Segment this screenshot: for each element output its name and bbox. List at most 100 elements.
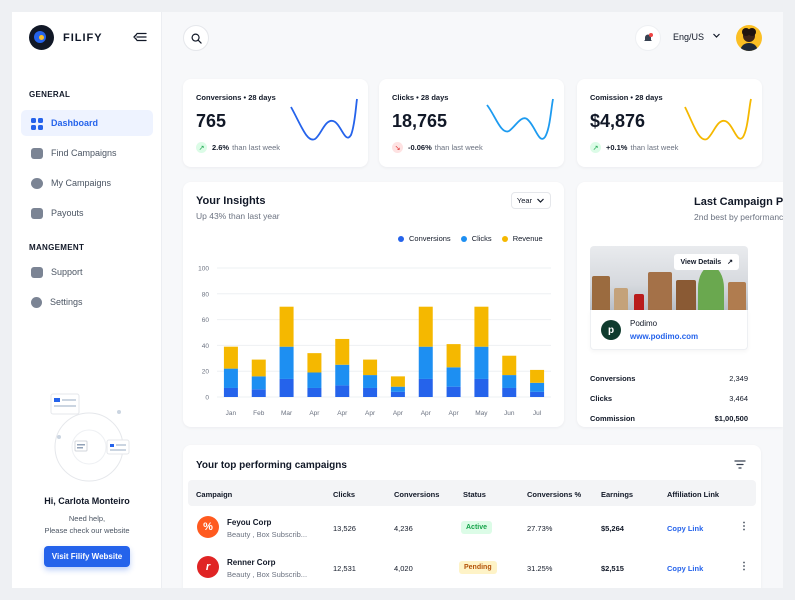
- chevron-down-icon: [537, 198, 545, 203]
- chevron-down-icon[interactable]: [712, 31, 721, 40]
- bar-segment-revenue[interactable]: [307, 353, 322, 373]
- column-header[interactable]: Campaign: [196, 490, 233, 499]
- top-campaigns-card: Your top performing campaigns Campaign C…: [183, 445, 761, 588]
- x-tick-label: Apr: [421, 410, 432, 417]
- sidebar-item-find-campaigns[interactable]: Find Campaigns: [21, 140, 153, 166]
- section-general-label: GENERAL: [29, 90, 71, 99]
- sidebar-item-label: Find Campaigns: [51, 148, 117, 158]
- last-campaign-subtitle: 2nd best by performance: [694, 212, 783, 222]
- bar-segment-revenue[interactable]: [502, 355, 517, 376]
- bar-segment-clicks[interactable]: [363, 375, 378, 388]
- column-header[interactable]: Clicks: [333, 490, 356, 499]
- sparkline: [290, 98, 358, 141]
- bar-segment-conversions[interactable]: [390, 391, 405, 397]
- bar-segment-conversions[interactable]: [223, 387, 238, 397]
- bar-segment-conversions[interactable]: [446, 386, 461, 397]
- section-management-label: MANGEMENT: [29, 243, 85, 252]
- y-tick-label: 20: [202, 369, 210, 376]
- x-tick-label: Apr: [309, 410, 320, 417]
- stat-card-clicks: Clicks • 28 days 18,765 ↘ -0.06% than la…: [379, 79, 564, 167]
- column-header[interactable]: Conversions %: [527, 490, 582, 499]
- bar-segment-clicks[interactable]: [335, 364, 350, 386]
- column-header[interactable]: Status: [463, 490, 486, 499]
- chat-icon: [31, 266, 43, 278]
- bar-segment-clicks[interactable]: [307, 372, 322, 388]
- bar-segment-conversions[interactable]: [502, 387, 517, 397]
- bar-segment-conversions[interactable]: [363, 387, 378, 397]
- search-icon: [191, 33, 202, 44]
- bar-segment-revenue[interactable]: [446, 344, 461, 368]
- brand-url[interactable]: www.podimo.com: [630, 332, 699, 341]
- bar-segment-clicks[interactable]: [502, 375, 517, 388]
- bar-segment-clicks[interactable]: [223, 368, 238, 388]
- bar-segment-conversions[interactable]: [251, 389, 266, 397]
- product-bag: [676, 280, 696, 310]
- campaign-name: Renner Corp: [227, 558, 276, 567]
- podimo-logo: p: [601, 320, 621, 340]
- view-details-button[interactable]: View Details ↗: [674, 254, 739, 270]
- bar-segment-revenue[interactable]: [251, 359, 266, 377]
- visit-website-button[interactable]: Visit Filify Website: [44, 546, 130, 567]
- stat-card-commission: Comission • 28 days $4,876 ↗ +0.1% than …: [577, 79, 762, 167]
- sidebar-item-label: Payouts: [51, 208, 84, 218]
- bar-segment-revenue[interactable]: [474, 306, 489, 347]
- more-options-icon[interactable]: ⋮: [739, 561, 749, 572]
- search-campaign-icon: [31, 147, 43, 159]
- bar-segment-clicks[interactable]: [390, 386, 405, 392]
- sidebar-item-label: Settings: [50, 297, 83, 307]
- stat-trend: ↗ 2.6% than last week: [196, 142, 280, 153]
- language-selector[interactable]: Eng/US: [673, 32, 705, 42]
- metric-label: Conversions: [590, 374, 636, 383]
- bar-segment-revenue[interactable]: [363, 359, 378, 376]
- brand-name: FILIFY: [63, 31, 103, 44]
- bar-segment-clicks[interactable]: [279, 346, 294, 379]
- bar-segment-revenue[interactable]: [279, 306, 294, 347]
- sidebar-item-payouts[interactable]: Payouts: [21, 200, 153, 226]
- users-icon: [31, 177, 43, 189]
- earnings-cell: $2,515: [601, 564, 624, 573]
- feyou-logo: %: [197, 516, 219, 538]
- user-avatar[interactable]: [736, 25, 762, 51]
- table-row[interactable]: % Feyou Corp Beauty , Box Subscrib... 13…: [188, 509, 756, 545]
- bar-segment-revenue[interactable]: [335, 338, 350, 365]
- bar-segment-conversions[interactable]: [474, 378, 489, 397]
- bar-segment-conversions[interactable]: [335, 385, 350, 397]
- conversions-cell: 4,236: [394, 524, 413, 533]
- copy-link-button[interactable]: Copy Link: [667, 524, 704, 533]
- more-options-icon[interactable]: ⋮: [739, 521, 749, 532]
- brand-logo[interactable]: FILIFY: [29, 25, 103, 50]
- bar-segment-revenue[interactable]: [530, 369, 545, 383]
- bar-segment-clicks[interactable]: [446, 367, 461, 387]
- bar-segment-clicks[interactable]: [530, 382, 545, 392]
- sidebar-item-my-campaigns[interactable]: My Campaigns: [21, 170, 153, 196]
- search-button[interactable]: [183, 25, 209, 51]
- collapse-sidebar-icon[interactable]: [133, 30, 147, 44]
- notifications-button[interactable]: [635, 25, 661, 51]
- filter-icon[interactable]: [734, 459, 746, 470]
- copy-link-button[interactable]: Copy Link: [667, 564, 704, 573]
- bar-segment-revenue[interactable]: [390, 376, 405, 387]
- bar-segment-conversions[interactable]: [279, 378, 294, 397]
- bar-segment-clicks[interactable]: [474, 346, 489, 379]
- table-row[interactable]: r Renner Corp Beauty , Box Subscrib... 1…: [188, 549, 756, 585]
- sidebar-item-settings[interactable]: Settings: [21, 289, 153, 315]
- bar-segment-conversions[interactable]: [418, 378, 433, 397]
- column-header[interactable]: Earnings: [601, 490, 634, 499]
- x-tick-label: Feb: [253, 410, 265, 417]
- bar-segment-revenue[interactable]: [223, 346, 238, 369]
- product-bag: [614, 288, 628, 310]
- help-line-1: Need help,: [68, 514, 106, 523]
- bar-segment-clicks[interactable]: [418, 346, 433, 379]
- sidebar-item-support[interactable]: Support: [21, 259, 153, 285]
- y-tick-label: 100: [198, 266, 209, 273]
- app-window: FILIFY GENERAL Dashboard Find Campaigns …: [12, 12, 783, 588]
- period-select[interactable]: Year: [511, 192, 551, 209]
- bar-segment-conversions[interactable]: [307, 387, 322, 397]
- column-header[interactable]: Conversions: [394, 490, 440, 499]
- legend-dot: [460, 235, 467, 242]
- bar-segment-clicks[interactable]: [251, 376, 266, 390]
- bar-segment-revenue[interactable]: [418, 306, 433, 347]
- bar-segment-conversions[interactable]: [530, 391, 545, 397]
- column-header[interactable]: Affiliation Link: [667, 490, 720, 499]
- sidebar-item-dashboard[interactable]: Dashboard: [21, 110, 153, 136]
